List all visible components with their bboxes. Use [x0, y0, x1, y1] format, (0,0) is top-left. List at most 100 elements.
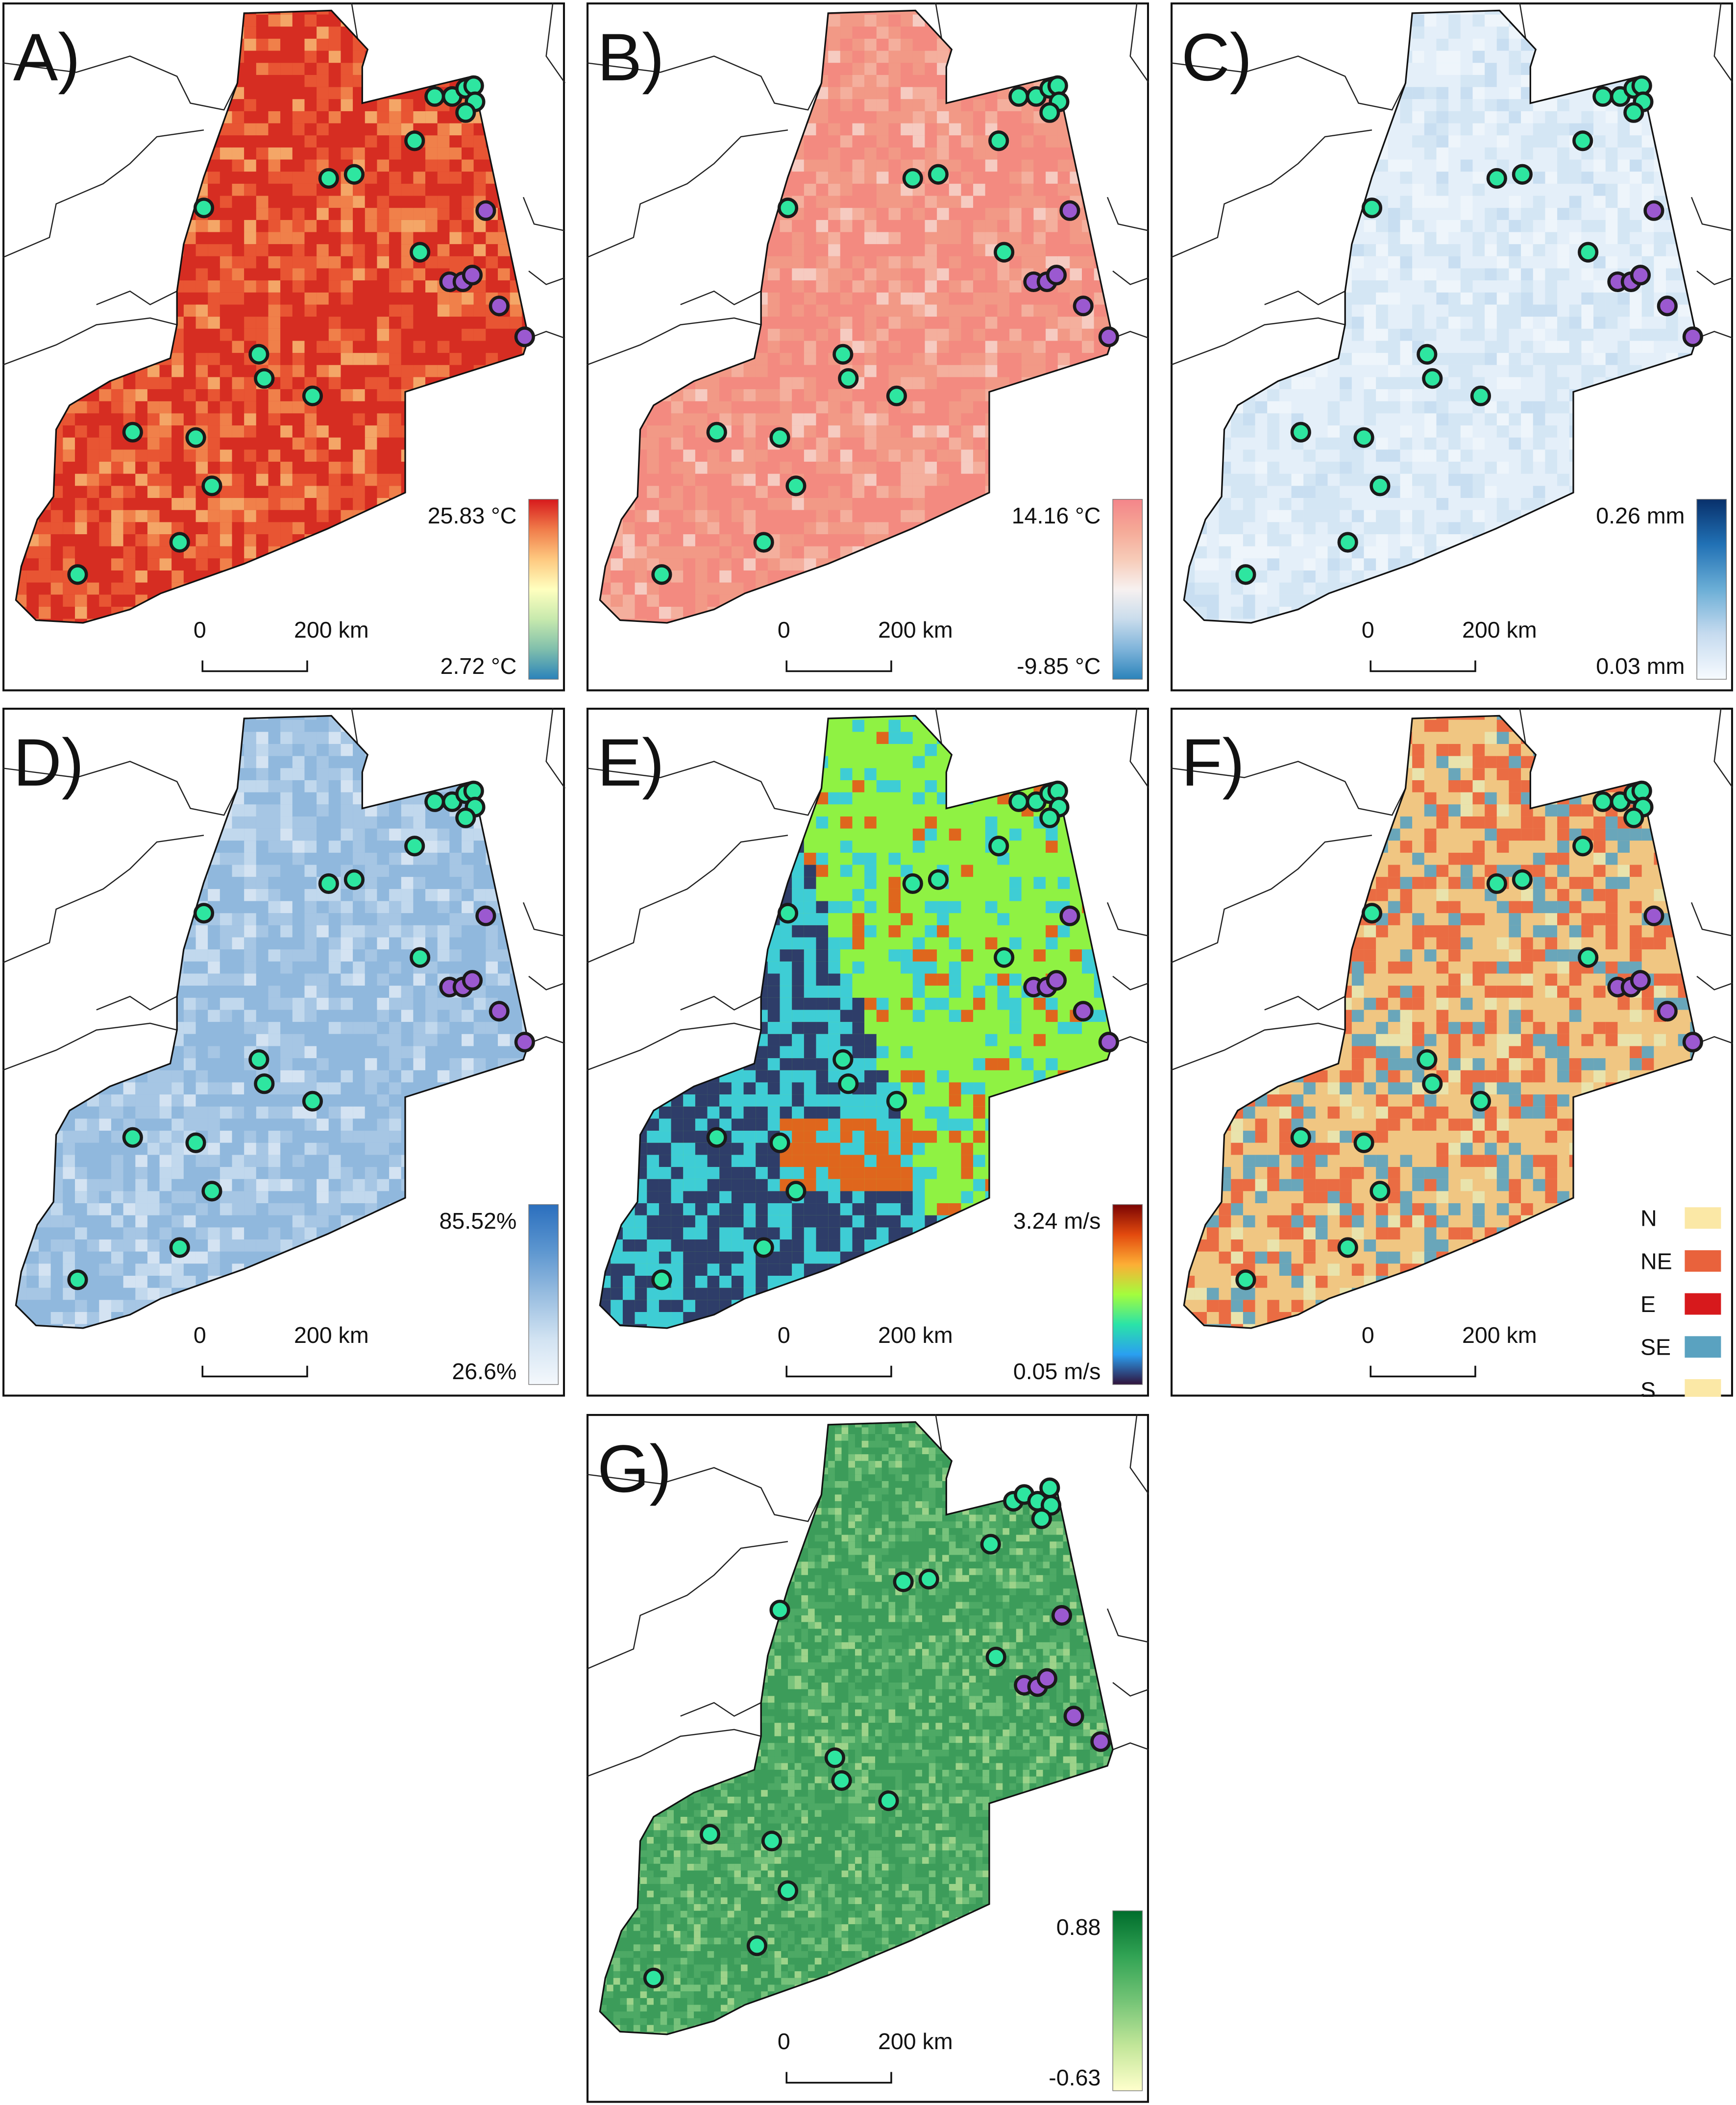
- site-markers: [67, 75, 536, 585]
- site-marker: [1090, 1731, 1111, 1752]
- site-marker: [455, 102, 476, 124]
- site-marker: [1657, 1001, 1678, 1022]
- site-marker: [1037, 1668, 1058, 1689]
- legend-swatch: [1685, 1379, 1721, 1397]
- legend-category-label: SE: [1640, 1335, 1671, 1360]
- site-marker: [410, 242, 431, 263]
- site-marker: [489, 1001, 510, 1022]
- site-marker: [194, 903, 215, 924]
- color-ramp-legend: 85.52% 26.6%: [440, 1204, 559, 1385]
- site-marker: [1008, 791, 1029, 812]
- study-area-outline: [15, 715, 530, 1329]
- site-marker: [514, 326, 536, 347]
- site-marker: [1422, 1073, 1443, 1094]
- site-marker: [1046, 970, 1067, 991]
- site-marker: [122, 422, 144, 443]
- site-marker: [1059, 905, 1080, 926]
- site-marker: [769, 1600, 791, 1621]
- legend-min-label: -0.63: [1049, 2065, 1101, 2090]
- legend-max-label: 0.88: [1056, 1914, 1101, 1940]
- scale-label-zero: 0: [1362, 1322, 1374, 1348]
- site-markers: [1235, 780, 1704, 1290]
- site-marker: [1470, 1090, 1491, 1112]
- scale-label-distance: 200 km: [294, 617, 369, 643]
- site-marker: [988, 836, 1009, 857]
- site-marker: [1369, 1181, 1391, 1202]
- site-marker: [318, 168, 340, 189]
- site-marker: [404, 836, 425, 857]
- site-marker: [1063, 1706, 1085, 1727]
- legend-max-label: 14.16 °C: [1012, 503, 1101, 529]
- site-marker: [1630, 970, 1651, 991]
- site-marker: [1592, 791, 1614, 812]
- scale-label-distance: 200 km: [294, 1322, 369, 1348]
- site-marker: [838, 368, 859, 389]
- site-marker: [878, 1790, 899, 1811]
- site-marker: [985, 1647, 1007, 1668]
- scale-bar: 0 200 km: [1362, 1322, 1537, 1378]
- panel-letter: G): [597, 1432, 672, 1507]
- site-marker: [1486, 168, 1508, 189]
- scale-label-zero: 0: [778, 2029, 790, 2054]
- panel-letter: F): [1181, 725, 1245, 800]
- country-borders: [1171, 2, 1734, 366]
- scale-label-zero: 0: [778, 617, 790, 643]
- site-marker: [1683, 326, 1704, 347]
- site-marker: [838, 1073, 859, 1094]
- site-markers: [651, 780, 1120, 1290]
- site-marker: [1470, 386, 1491, 407]
- site-marker: [903, 168, 924, 189]
- study-area-outline: [15, 10, 530, 624]
- site-marker: [1041, 1495, 1062, 1516]
- site-marker: [700, 1824, 721, 1845]
- site-marker: [1643, 905, 1664, 926]
- panel-letter: D): [13, 725, 84, 800]
- map-panel-e: E) 0 200 km 3.24 m/s 0.05 m/s: [587, 707, 1149, 1397]
- scale-label-zero: 0: [194, 1322, 206, 1348]
- site-marker: [778, 1880, 799, 1902]
- site-marker: [1362, 198, 1383, 219]
- site-marker: [1008, 86, 1029, 107]
- site-marker: [1578, 242, 1599, 263]
- site-marker: [1031, 1508, 1052, 1530]
- legend-min-label: 0.05 m/s: [1013, 1359, 1101, 1384]
- site-marker: [1592, 86, 1614, 107]
- site-marker: [1051, 1605, 1073, 1626]
- map-panel-a: A) 0 200 km 25.83 °C 2.72 °C: [2, 2, 565, 692]
- scale-label-distance: 200 km: [878, 1322, 953, 1348]
- site-marker: [344, 869, 365, 890]
- site-marker: [410, 947, 431, 968]
- site-marker: [1039, 807, 1060, 828]
- legend-min-label: 2.72 °C: [440, 653, 517, 679]
- site-markers: [643, 1477, 1111, 1989]
- site-marker: [707, 422, 728, 443]
- site-marker: [778, 198, 799, 219]
- site-marker: [185, 1132, 207, 1153]
- legend-swatch: [1685, 1293, 1721, 1315]
- country-borders: [2, 2, 565, 366]
- site-marker: [475, 200, 496, 222]
- legend-category-label: E: [1640, 1291, 1656, 1317]
- site-marker: [302, 386, 323, 407]
- scale-label-distance: 200 km: [1462, 1322, 1537, 1348]
- site-marker: [1578, 947, 1599, 968]
- scale-label-zero: 0: [778, 1322, 790, 1348]
- site-marker: [1073, 296, 1094, 317]
- site-marker: [994, 947, 1015, 968]
- legend-max-label: 0.26 mm: [1596, 503, 1685, 529]
- site-marker: [980, 1534, 1002, 1555]
- site-marker: [988, 130, 1009, 151]
- legend-swatch: [1685, 1336, 1721, 1358]
- site-marker: [1486, 873, 1508, 894]
- site-marker: [1059, 200, 1080, 222]
- site-marker: [201, 1181, 223, 1202]
- site-marker: [825, 1747, 846, 1768]
- site-marker: [785, 475, 807, 496]
- scale-bar: 0 200 km: [778, 617, 953, 672]
- site-marker: [1369, 475, 1391, 496]
- legend-category-label: N: [1640, 1206, 1657, 1231]
- site-marker: [1039, 1477, 1060, 1499]
- site-marker: [761, 1831, 782, 1852]
- site-marker: [67, 1269, 89, 1290]
- scale-label-distance: 200 km: [878, 2029, 953, 2054]
